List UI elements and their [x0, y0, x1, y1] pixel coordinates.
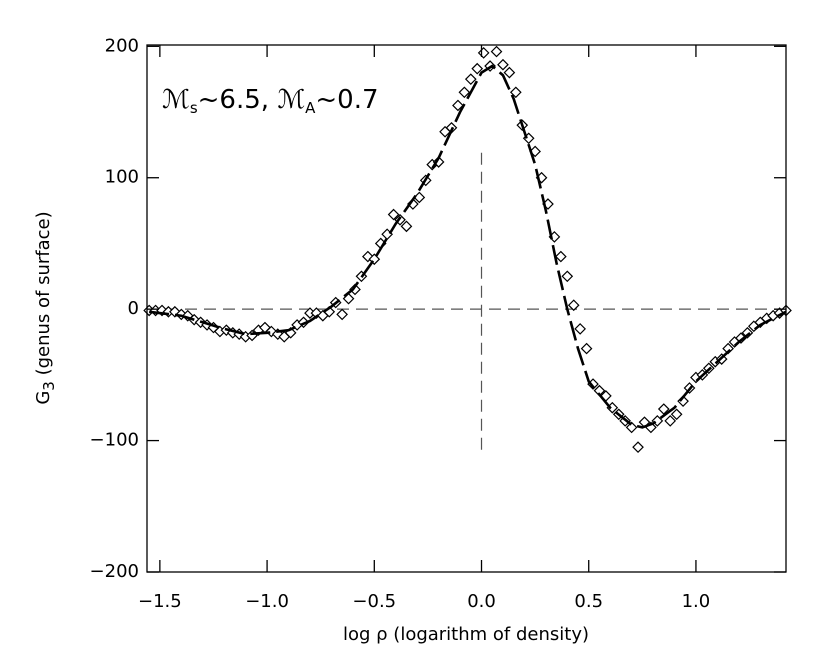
data-point — [471, 62, 484, 75]
annotation-part: ℳ — [277, 85, 305, 115]
y-label-part: G — [33, 391, 54, 405]
data-point — [452, 99, 464, 112]
data-point — [632, 441, 644, 453]
y-tick-label: −100 — [90, 430, 139, 451]
data-point — [574, 323, 586, 335]
y-tick-label: 0 — [128, 298, 139, 319]
x-tick-label: −1.0 — [245, 591, 289, 612]
data-point — [413, 191, 426, 204]
data-point — [503, 66, 516, 79]
annotation-part: A — [305, 99, 316, 117]
y-label-part: (genus of surface) — [33, 211, 54, 381]
data-point — [625, 421, 638, 434]
data-point — [349, 283, 361, 296]
data-point — [387, 208, 400, 221]
x-tick-label: 0.0 — [467, 591, 496, 612]
plot-frame — [146, 44, 787, 573]
data-point — [555, 250, 567, 263]
data-point — [458, 86, 471, 99]
annotation: ℳs~6.5, ℳA~0.7 — [162, 85, 379, 117]
fit-line — [148, 64, 787, 429]
data-point — [670, 408, 683, 421]
x-tick-label: −1.5 — [138, 591, 182, 612]
data-point — [362, 250, 374, 263]
data-point — [490, 45, 503, 58]
data-point — [580, 342, 593, 355]
y-tick-label: −200 — [90, 561, 139, 582]
data-point — [175, 308, 188, 321]
data-point — [169, 305, 181, 318]
x-axis-label: log ρ (logarithm of density) — [343, 624, 589, 645]
data-point — [368, 253, 381, 266]
y-axis-label: G3 (genus of surface) — [33, 211, 58, 404]
data-point — [567, 299, 580, 312]
y-label-part: 3 — [40, 381, 58, 391]
data-point — [432, 156, 445, 168]
data-point — [741, 326, 754, 339]
data-point — [529, 145, 541, 158]
data-point — [664, 415, 677, 427]
annotation-part: ~6.5, — [198, 85, 278, 115]
annotation-part: ℳ — [162, 85, 190, 115]
x-tick-label: 1.0 — [682, 591, 711, 612]
data-point — [497, 58, 509, 71]
data-point — [400, 220, 413, 233]
x-tick-label: 0.5 — [574, 591, 603, 612]
data-point — [477, 47, 490, 59]
data-point — [509, 86, 522, 99]
data-point — [561, 270, 574, 283]
y-tick-label: 100 — [105, 167, 139, 188]
y-tick-label: 200 — [105, 35, 139, 56]
x-tick-label: −0.5 — [352, 591, 396, 612]
annotation-part: s — [190, 99, 198, 117]
data-point — [265, 325, 278, 338]
data-point — [336, 308, 348, 321]
data-point — [464, 73, 477, 86]
annotation-part: ~0.7 — [315, 85, 378, 115]
